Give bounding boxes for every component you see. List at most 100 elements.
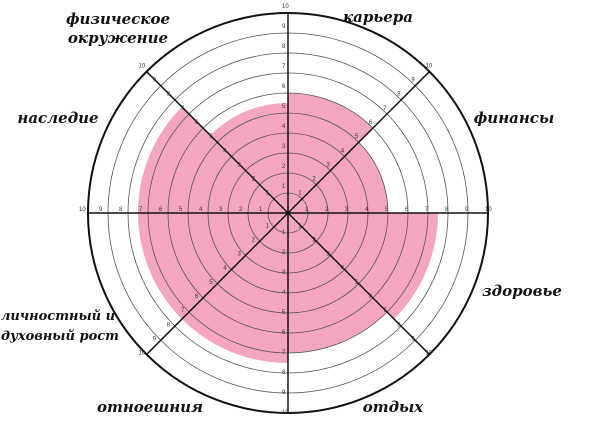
label-lichnostnyi-line2: духовный рост bbox=[1, 329, 119, 344]
label-fizicheskoe-okruzhenie-line2: окружение bbox=[68, 29, 168, 47]
tick-label: 8 bbox=[119, 207, 123, 213]
tick-label: 10 bbox=[282, 410, 289, 416]
sector-7 bbox=[138, 106, 288, 213]
tick-label: 10 bbox=[485, 207, 492, 213]
tick-label: 5 bbox=[355, 134, 359, 140]
tick-label: 1 bbox=[298, 191, 302, 197]
tick-label: 6 bbox=[369, 120, 373, 126]
tick-label: 7 bbox=[383, 106, 387, 112]
tick-label: 7 bbox=[282, 64, 286, 70]
tick-label: 4 bbox=[282, 124, 286, 130]
tick-label: 3 bbox=[238, 252, 242, 258]
label-zdorove: здоровье bbox=[482, 282, 562, 300]
tick-label: 8 bbox=[282, 370, 286, 376]
tick-label: 9 bbox=[99, 207, 103, 213]
tick-label: 4 bbox=[199, 207, 203, 213]
tick-label: 8 bbox=[167, 92, 171, 98]
label-finansy: финансы bbox=[474, 109, 554, 127]
label-otnosheniya: отноешния bbox=[97, 398, 203, 416]
tick-label: 4 bbox=[282, 290, 286, 296]
tick-label: 9 bbox=[282, 390, 286, 396]
tick-label: 3 bbox=[282, 144, 286, 150]
tick-label: 3 bbox=[282, 270, 286, 276]
tick-label: 3 bbox=[345, 207, 349, 213]
tick-label: 1 bbox=[298, 223, 302, 229]
tick-label: 1 bbox=[266, 191, 270, 197]
tick-label: 5 bbox=[355, 280, 359, 286]
label-fizicheskoe-okruzhenie-line1: физическое bbox=[66, 10, 170, 28]
tick-label: 6 bbox=[282, 330, 286, 336]
label-lichnostnyi-line1: личностный и bbox=[1, 309, 115, 324]
tick-label: 1 bbox=[266, 223, 270, 229]
tick-label: 1 bbox=[282, 184, 286, 190]
sector-5 bbox=[181, 213, 288, 363]
tick-label: 6 bbox=[159, 207, 163, 213]
spoke-2 bbox=[287, 71, 430, 214]
tick-label: 5 bbox=[209, 134, 213, 140]
tick-label: 2 bbox=[312, 237, 316, 243]
tick-label: 8 bbox=[397, 322, 401, 328]
tick-label: 10 bbox=[426, 64, 433, 70]
tick-label: 2 bbox=[312, 177, 316, 183]
sectors-layer bbox=[138, 93, 438, 363]
label-otdykh: отдых bbox=[363, 398, 425, 416]
tick-label: 5 bbox=[282, 104, 286, 110]
tick-label: 3 bbox=[238, 163, 242, 169]
tick-label: 7 bbox=[181, 106, 185, 112]
tick-label: 10 bbox=[426, 351, 433, 357]
tick-label: 6 bbox=[282, 84, 286, 90]
label-nasledie: наследие bbox=[17, 109, 98, 127]
tick-labels-layer: 1 2 3 4 5 6 7 8 9 10 1 2 3 4 5 6 7 8 9 10 1 2 3 4 5 6 7 8 9 10 1 2 3 4 5 6 7… bbox=[79, 4, 492, 416]
tick-label: 5 bbox=[179, 207, 183, 213]
tick-label: 9 bbox=[282, 24, 286, 30]
tick-label: 2 bbox=[252, 237, 256, 243]
tick-label: 4 bbox=[341, 266, 345, 272]
tick-label: 9 bbox=[411, 78, 415, 84]
tick-label: 5 bbox=[385, 207, 389, 213]
tick-label: 6 bbox=[405, 207, 409, 213]
spokes-layer bbox=[88, 13, 488, 413]
tick-label: 6 bbox=[195, 120, 199, 126]
tick-label: 9 bbox=[153, 78, 157, 84]
sector-2 bbox=[288, 142, 388, 213]
sector-6 bbox=[138, 213, 288, 320]
tick-label: 4 bbox=[223, 266, 227, 272]
tick-label: 9 bbox=[465, 207, 469, 213]
tick-label: 8 bbox=[445, 207, 449, 213]
spoke-4 bbox=[287, 212, 430, 355]
label-karera: карьера bbox=[343, 8, 413, 26]
tick-label: 7 bbox=[282, 350, 286, 356]
tick-label: 4 bbox=[365, 207, 369, 213]
tick-label: 7 bbox=[383, 308, 387, 314]
tick-label: 8 bbox=[282, 44, 286, 50]
tick-label: 3 bbox=[327, 163, 331, 169]
tick-label: 10 bbox=[139, 64, 146, 70]
sector-8 bbox=[210, 103, 288, 213]
tick-label: 3 bbox=[219, 207, 223, 213]
tick-label: 9 bbox=[411, 336, 415, 342]
tick-label: 4 bbox=[341, 148, 345, 154]
spoke-8 bbox=[146, 71, 289, 214]
tick-label: 8 bbox=[397, 92, 401, 98]
tick-label: 2 bbox=[239, 207, 243, 213]
tick-label: 7 bbox=[181, 308, 185, 314]
sector-4 bbox=[288, 213, 387, 353]
tick-label: 3 bbox=[327, 252, 331, 258]
tick-label: 10 bbox=[139, 351, 146, 357]
tick-label: 2 bbox=[252, 177, 256, 183]
tick-label: 1 bbox=[282, 230, 286, 236]
tick-label: 7 bbox=[425, 207, 429, 213]
tick-label: 5 bbox=[282, 310, 286, 316]
tick-label: 5 bbox=[209, 280, 213, 286]
sector-1 bbox=[288, 93, 373, 213]
sector-3 bbox=[288, 213, 438, 320]
tick-label: 6 bbox=[195, 294, 199, 300]
tick-label: 6 bbox=[369, 294, 373, 300]
tick-label: 7 bbox=[139, 207, 143, 213]
tick-label: 1 bbox=[259, 207, 263, 213]
tick-label: 4 bbox=[223, 148, 227, 154]
tick-label: 9 bbox=[153, 336, 157, 342]
tick-label: 1 bbox=[305, 207, 309, 213]
tick-label: 2 bbox=[282, 164, 286, 170]
